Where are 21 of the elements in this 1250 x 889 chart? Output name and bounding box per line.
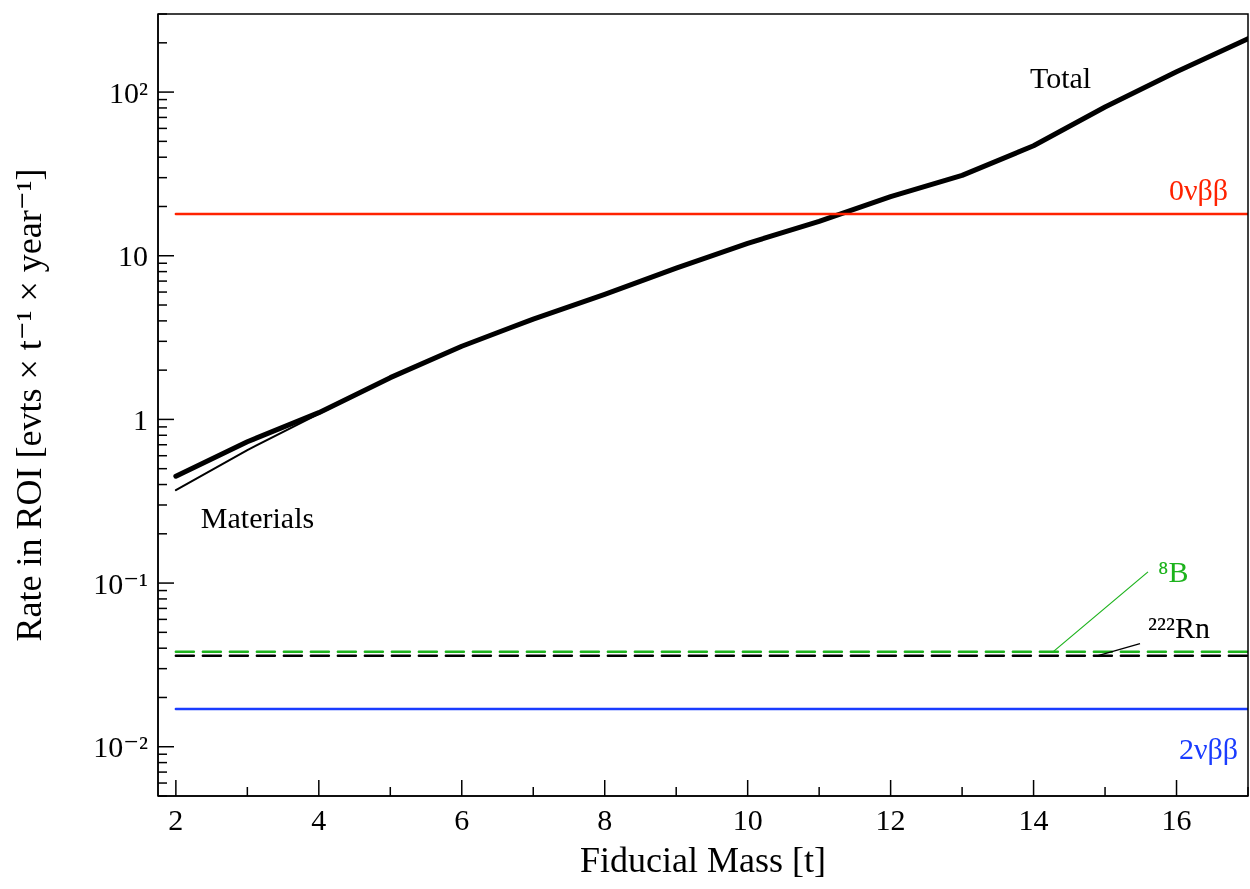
y-tick-label: 10	[118, 239, 148, 273]
text: ⁸B	[1158, 554, 1189, 588]
series-label: 2νββ	[1178, 732, 1238, 766]
y-tick-label: 10²	[109, 75, 148, 109]
x-tick-label: 4	[311, 803, 327, 836]
series-label: 0νββ	[1168, 172, 1228, 206]
y-axis-title: Rate in ROI [evts × t⁻¹ × year⁻¹]	[8, 168, 49, 642]
series-label: ²²²Rn	[1148, 610, 1210, 644]
legend-label: Materials	[200, 501, 315, 535]
x-tick-label: 8	[597, 803, 613, 836]
x-tick-label: 14	[1018, 803, 1049, 836]
y-tick-label: 1	[133, 402, 148, 436]
x-tick-label: 10	[732, 803, 763, 836]
series-label: Total	[1029, 60, 1092, 94]
x-axis-title: Fiducial Mass [t]	[580, 840, 826, 880]
y-tick-label: 10⁻²	[93, 730, 148, 764]
x-tick-label: 12	[875, 803, 906, 836]
x-tick-label: 2	[168, 803, 184, 836]
y-tick-label: 10⁻¹	[93, 566, 148, 600]
x-tick-label: 6	[454, 803, 470, 836]
x-tick-label: 16	[1161, 803, 1192, 836]
